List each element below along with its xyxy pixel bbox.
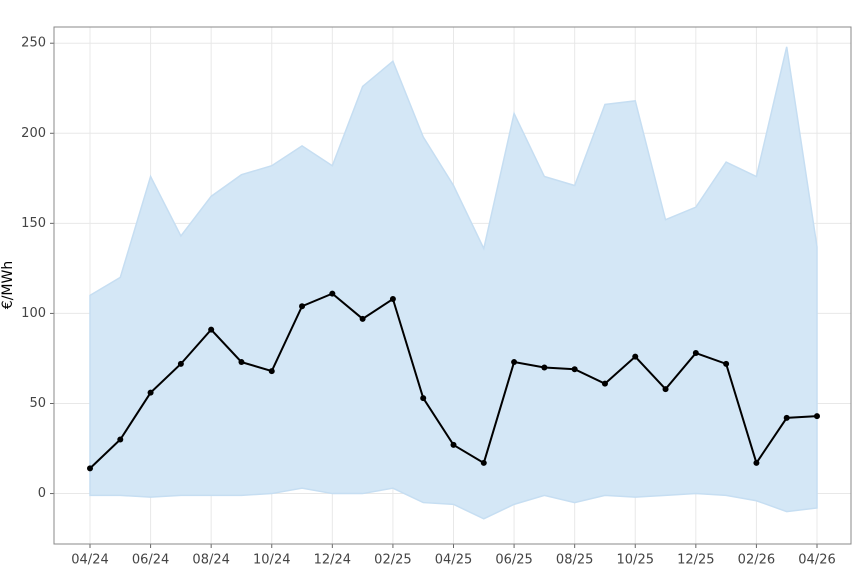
point	[177, 360, 184, 367]
range-band	[89, 46, 818, 520]
y-tick-label: 100	[21, 306, 46, 321]
point	[329, 290, 336, 297]
y-tick-label: 50	[29, 396, 46, 411]
point	[753, 459, 760, 466]
point	[480, 459, 487, 466]
point	[692, 350, 699, 357]
point	[268, 368, 275, 375]
point	[632, 353, 639, 360]
point	[87, 465, 93, 472]
x-tick-label: 04/26	[798, 553, 835, 568]
y-axis-label: €/MWh	[0, 261, 16, 309]
point	[662, 386, 669, 393]
point	[238, 359, 245, 366]
y-tick-label: 250	[21, 36, 46, 51]
y-tick-label: 150	[21, 216, 46, 231]
x-tick-label: 10/24	[253, 553, 290, 568]
x-tick-label: 12/24	[314, 553, 351, 568]
point	[420, 395, 427, 402]
point	[117, 436, 124, 443]
y-tick-label: 0	[38, 486, 46, 501]
x-tick-label: 08/24	[192, 553, 229, 568]
point	[783, 414, 790, 421]
point	[147, 389, 154, 396]
point	[450, 441, 457, 448]
plot-frame	[53, 26, 852, 545]
x-tick-label: 12/25	[677, 553, 714, 568]
point	[299, 303, 306, 310]
x-tick-label: 06/24	[132, 553, 169, 568]
x-tick-label: 04/24	[71, 553, 108, 568]
x-tick-label: 08/25	[556, 553, 593, 568]
x-tick-label: 04/25	[435, 553, 472, 568]
x-tick-label: 10/25	[617, 553, 654, 568]
point	[814, 413, 820, 420]
x-tick-label: 06/25	[495, 553, 532, 568]
point	[601, 380, 608, 387]
x-tick-label: 02/25	[374, 553, 411, 568]
point	[571, 366, 578, 373]
x-tick-label: 02/26	[738, 553, 775, 568]
point	[723, 360, 730, 367]
point	[389, 296, 396, 303]
point	[511, 359, 518, 366]
point	[359, 315, 366, 322]
point	[208, 326, 215, 333]
y-tick-label: 200	[21, 126, 46, 141]
point	[541, 364, 548, 371]
